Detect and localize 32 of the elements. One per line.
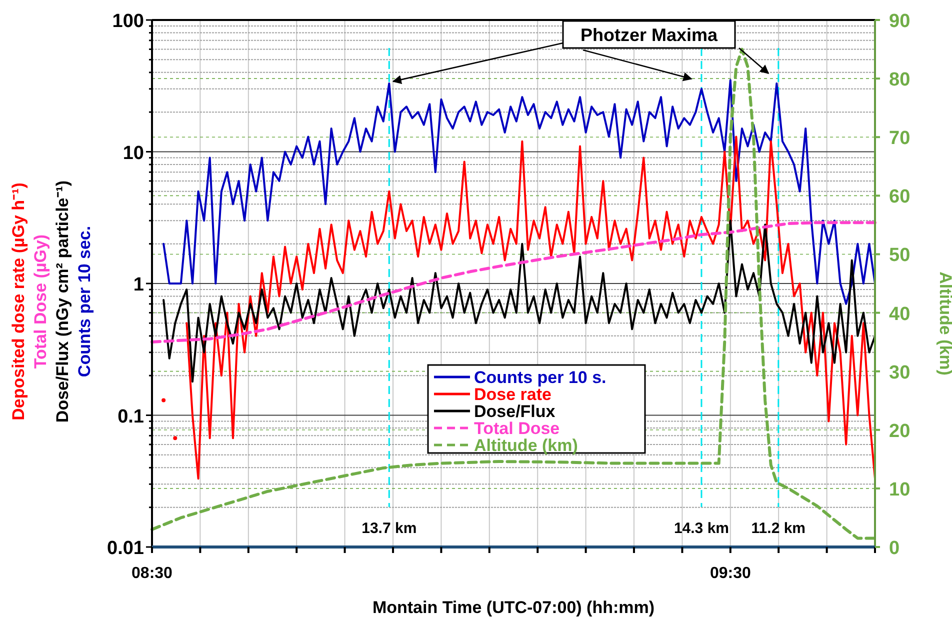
ref-line-label: 14.3 km: [674, 520, 730, 537]
y2-tick-label: 20: [889, 420, 910, 442]
y2-tick-label: 10: [889, 479, 910, 500]
y2-tick-label: 90: [889, 11, 910, 32]
y2-tick-label: 0: [889, 538, 900, 559]
y2-tick-label: 70: [889, 128, 910, 150]
x-tick-label: 08:30: [132, 565, 173, 582]
y2-tick-label: 80: [889, 70, 910, 91]
y-tick-label: 10: [122, 142, 144, 164]
y-tick-label: 0.01: [107, 538, 144, 559]
y-tick-label: 1: [133, 274, 144, 296]
line-series: [150, 221, 876, 344]
y2-axis-title: Altitude (km): [936, 272, 952, 376]
ref-line-label: 13.7 km: [362, 520, 417, 537]
ref-line-label: 11.2 km: [751, 520, 806, 537]
x-tick-label: 09:30: [710, 565, 751, 582]
legend-label: Dose/Flux: [474, 402, 556, 421]
legend-label: Altitude (km): [474, 436, 578, 455]
y-tick-label: 0.1: [118, 406, 144, 428]
y-tick-label: 100: [112, 11, 144, 32]
legend-label: Counts per 10 s.: [474, 368, 606, 387]
y2-tick-label: 40: [889, 304, 910, 325]
annotation: Photzer Maxima: [580, 25, 719, 45]
x-axis-title: Montain Time (UTC-07:00) (hh:mm): [372, 598, 655, 617]
legend-label: Dose rate: [474, 385, 552, 404]
y2-tick-label: 50: [889, 245, 910, 266]
line-series: [150, 48, 876, 540]
line-series: [162, 79, 876, 305]
y2-tick-label: 60: [889, 186, 910, 208]
legend-label: Total Dose: [474, 419, 560, 438]
y-axis-title: Deposited dose rate (µGy h⁻¹) Total Dose (µGy) Dose/Flux (nGy cm² particle⁻¹) Counts per 10 sec.: [9, 180, 94, 423]
y2-tick-label: 30: [889, 362, 910, 384]
